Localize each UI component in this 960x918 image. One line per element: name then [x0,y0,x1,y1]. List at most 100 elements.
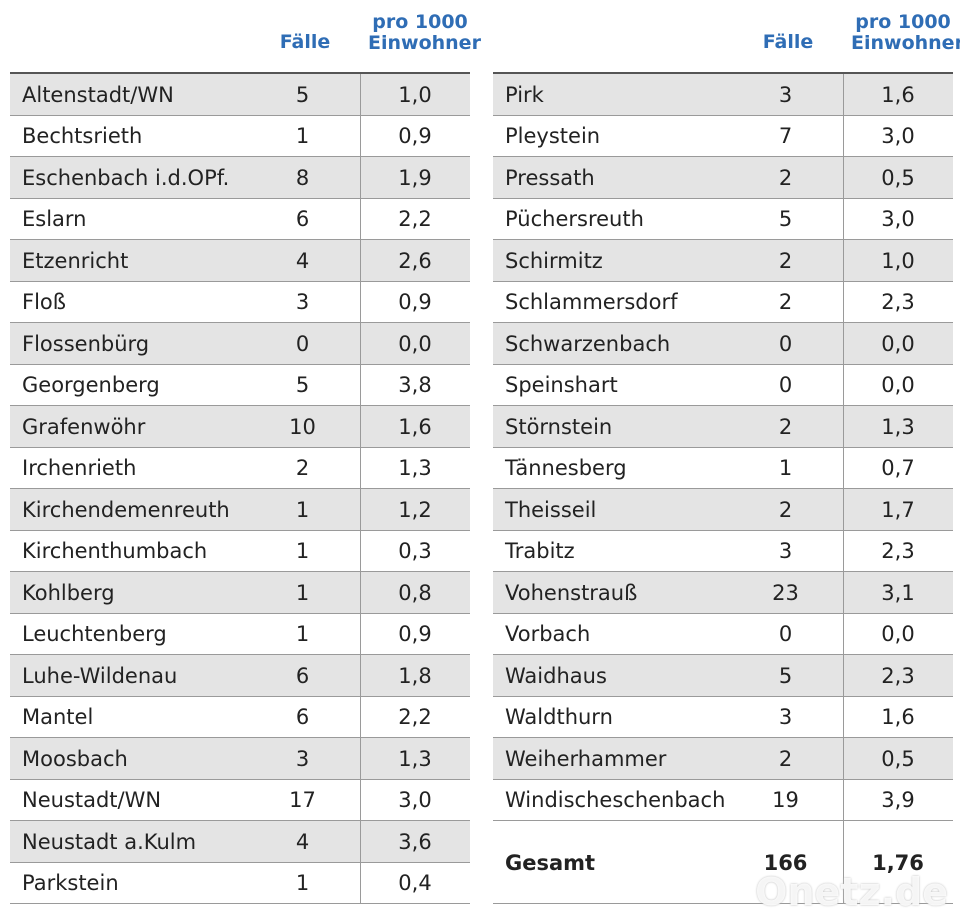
rate: 3,8 [398,373,432,398]
table-row [493,696,953,738]
rate: 0,4 [398,871,432,896]
place-name: Störnstein [505,414,613,439]
place-name: Schlammersdorf [505,290,678,315]
table-row [493,74,953,116]
place-name: Parkstein [22,871,119,896]
cases: 1 [295,580,310,605]
header-rate: pro 1000 Einwohner [368,11,481,54]
place-name: Georgenberg [22,373,160,398]
cases: 1 [295,622,310,647]
rate: 1,7 [881,497,915,522]
rate: 1,0 [881,248,915,273]
cases: 23 [772,580,799,605]
cases: 2 [295,456,310,481]
table-row [493,198,953,240]
cases: 2 [778,497,793,522]
place-name: Tännesberg [505,456,627,481]
place-name: Pirk [505,82,544,107]
rate: 0,7 [881,456,915,481]
cases: 3 [778,82,793,107]
table-row [10,240,470,282]
rate: 0,0 [398,331,432,356]
rate: 1,2 [398,497,432,522]
table-row [493,655,953,697]
place-name: Eslarn [22,207,87,232]
table-row [10,779,470,821]
place-name: Leuchtenberg [22,622,167,647]
table-row [493,530,953,572]
rate: 0,0 [881,373,915,398]
header-cases: Fälle [279,31,331,53]
place-name: Flossenbürg [22,331,150,356]
rate: 0,5 [881,746,915,771]
place-name: Mantel [22,705,94,730]
place-name: Speinshart [505,373,618,398]
table-row [10,489,470,531]
table-row [493,572,953,614]
cases: 3 [295,290,310,315]
place-name: Floß [22,290,66,315]
table-row [10,323,470,365]
table-top-rule [10,72,470,74]
place-name: Kirchendemenreuth [22,497,230,522]
rate: 0,9 [398,290,432,315]
rate: 0,8 [398,580,432,605]
place-name: Bechtsrieth [22,124,143,149]
place-name: Waldthurn [505,705,613,730]
place-name: Kohlberg [22,580,115,605]
watermark: Onetz.de [755,870,948,914]
place-name: Kirchenthumbach [22,539,208,564]
place-name: Waidhaus [505,663,607,688]
table-row [493,115,953,157]
table-row [10,447,470,489]
place-name: Vorbach [505,622,591,647]
place-name: Trabitz [505,539,575,564]
table-row [10,406,470,448]
cases: 6 [295,663,310,688]
table-row [10,738,470,780]
place-name: Luhe-Wildenau [22,663,178,688]
cases: 0 [778,622,793,647]
cases: 3 [778,705,793,730]
cases: 5 [295,373,310,398]
place-name: Pressath [505,165,595,190]
table-row [493,447,953,489]
cases: 5 [778,663,793,688]
cases: 2 [778,248,793,273]
rate: 2,2 [398,207,432,232]
header-rate: pro 1000 Einwohner [851,11,960,54]
rate: 1,6 [881,82,915,107]
table-top-rule [493,72,953,74]
table-row [493,779,953,821]
place-name: Windischeschenbach [505,788,726,813]
table-row [10,115,470,157]
cases: 1 [295,497,310,522]
column-divider [360,74,361,904]
place-name: Irchenrieth [22,456,137,481]
cases: 5 [778,207,793,232]
place-name: Altenstadt/WN [22,82,174,107]
cases: 6 [295,705,310,730]
table-row [493,364,953,406]
rate: 0,5 [881,165,915,190]
cases: 1 [295,124,310,149]
cases: 0 [295,331,310,356]
header-cases: Fälle [762,31,814,53]
cases: 3 [295,746,310,771]
rate: 1,6 [881,705,915,730]
table-row [10,655,470,697]
place-name: Pleystein [505,124,601,149]
table-row [10,198,470,240]
cases: 1 [778,456,793,481]
place-name: Eschenbach i.d.OPf. [22,165,230,190]
place-name: Weiherhammer [505,746,667,771]
place-name: Theisseil [505,497,597,522]
cases: 5 [295,82,310,107]
table-row [10,613,470,655]
place-name: Grafenwöhr [22,414,146,439]
rate: 3,1 [881,580,915,605]
rate: 2,6 [398,248,432,273]
rate: 1,3 [398,746,432,771]
table-row [10,74,470,116]
